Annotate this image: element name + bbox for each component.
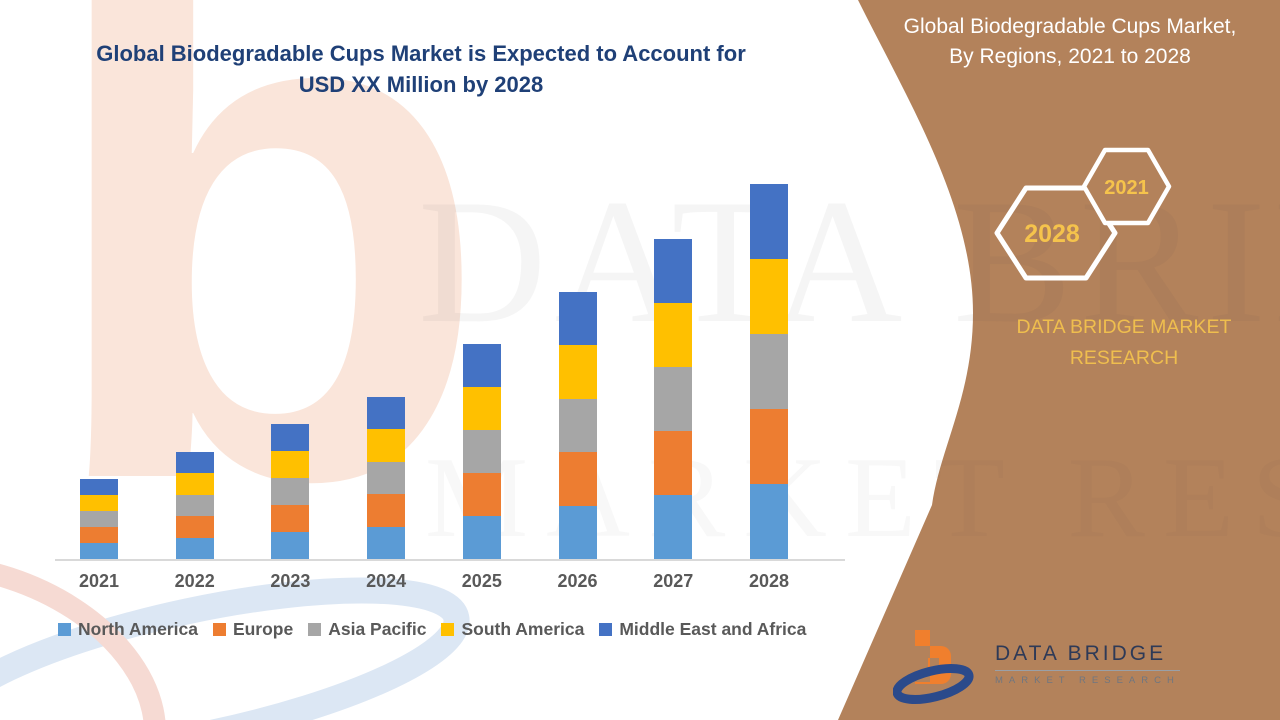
x-axis-label-2023: 2023 [270, 571, 311, 591]
legend-item-europe: Europe [212, 619, 294, 640]
chart-title-line1: Global Biodegradable Cups Market is Expe… [96, 41, 746, 66]
bar-segment-2022-middle-east-and-africa [175, 451, 214, 473]
data-bridge-logo-icon [893, 630, 974, 704]
hexagon-2028 [994, 185, 1118, 281]
bar-segment-2027-middle-east-and-africa [654, 239, 693, 303]
bar-segment-2026-north-america [558, 505, 597, 559]
bar-segment-2028-south-america [749, 259, 788, 334]
hexagon-2028-label: 2028 [1024, 220, 1080, 248]
bar-segment-2021-europe [80, 527, 118, 543]
x-axis-label-2027: 2027 [653, 571, 694, 591]
bar-segment-2028-asia-pacific [749, 334, 788, 409]
x-axis-label-2024: 2024 [366, 571, 407, 591]
chart-title-line2: USD XX Million by 2028 [298, 72, 544, 97]
bar-segment-2027-europe [654, 431, 693, 495]
x-axis-label-2021: 2021 [78, 571, 120, 591]
legend-swatch-icon [212, 623, 226, 636]
bar-segment-2026-europe [558, 452, 597, 506]
plot-area [55, 179, 845, 561]
legend-item-north-america: North America [58, 619, 198, 640]
bar-segment-2024-south-america [367, 429, 406, 462]
bar-segment-2024-europe [367, 494, 406, 527]
footer-logo-text: DATA BRIDGE MARKET RESEARCH [995, 630, 1180, 686]
bar-segment-2026-asia-pacific [558, 398, 597, 452]
footer-divider [995, 670, 1180, 671]
bar-segment-2025-south-america [462, 387, 501, 430]
bar-segment-2023-asia-pacific [271, 478, 310, 505]
footer-logo: DATA BRIDGE MARKET RESEARCH [893, 630, 1180, 704]
bar-segment-2022-south-america [175, 473, 214, 495]
brand-caption: DATA BRIDGE MARKET RESEARCH [1016, 316, 1232, 369]
bar-segment-2023-middle-east-and-africa [271, 424, 310, 451]
legend-swatch-icon [58, 623, 71, 636]
stacked-bar-2025 [462, 344, 501, 559]
stacked-bar-2022 [175, 451, 214, 559]
bar-segment-2023-europe [271, 505, 310, 532]
bar-segment-2024-asia-pacific [367, 461, 406, 494]
stacked-bar-2027 [654, 239, 693, 559]
bar-segment-2024-north-america [367, 526, 406, 559]
bar-segment-2022-north-america [175, 537, 214, 559]
side-panel-heading-line1: Global Biodegradable Cups Market, [903, 15, 1237, 38]
legend-label: Middle East and Africa [619, 619, 807, 639]
chart-title: Global Biodegradable Cups Market is Expe… [41, 38, 801, 100]
x-axis-label-2026: 2026 [557, 571, 598, 591]
hexagon-2021-label: 2021 [1104, 177, 1149, 199]
bar-segment-2025-north-america [462, 516, 501, 559]
bar-segment-2028-europe [749, 409, 788, 484]
stacked-bar-2024 [367, 396, 406, 559]
bar-segment-2026-middle-east-and-africa [558, 291, 597, 345]
bar-segment-2023-north-america [271, 532, 310, 559]
bar-segment-2027-north-america [654, 495, 693, 559]
legend-label: North America [78, 619, 198, 639]
bar-segment-2028-middle-east-and-africa [749, 184, 788, 259]
x-axis-label-2022: 2022 [174, 571, 215, 591]
legend-label: Asia Pacific [328, 619, 427, 639]
legend-label: Europe [232, 619, 294, 639]
stacked-bar-2023 [271, 424, 310, 559]
footer-brand-sub: MARKET RESEARCH [995, 675, 1180, 686]
bar-segment-2024-middle-east-and-africa [367, 396, 406, 429]
bar-segment-2022-asia-pacific [175, 494, 214, 516]
bar-segment-2021-asia-pacific [80, 511, 118, 527]
year-hexagons: 2028 2021 [994, 147, 1172, 281]
x-axis-label-2028: 2028 [748, 571, 789, 591]
bar-segment-2026-south-america [558, 345, 597, 399]
chart-legend: North America Europe Asia Pacific South Ame… [58, 619, 806, 640]
legend-swatch-icon [599, 623, 613, 636]
legend-item-south-america: South America [441, 619, 584, 640]
x-axis-label-2025: 2025 [461, 571, 502, 591]
legend-label: South America [461, 619, 585, 639]
stacked-bar-2028 [749, 184, 788, 559]
hexagon-2021 [1081, 147, 1172, 226]
bar-segment-2025-europe [462, 473, 501, 516]
legend-swatch-icon [308, 623, 322, 636]
bar-segment-2021-south-america [80, 495, 118, 511]
bar-segment-2027-south-america [654, 303, 693, 367]
bar-segment-2021-north-america [80, 543, 118, 559]
bar-segment-2022-europe [175, 516, 214, 538]
stacked-bar-2026 [558, 291, 597, 559]
footer-brand-name: DATA BRIDGE [995, 642, 1167, 665]
legend-item-asia-pacific: Asia Pacific [308, 619, 426, 640]
bar-segment-2025-asia-pacific [462, 430, 501, 473]
bar-segment-2023-south-america [271, 451, 310, 478]
bar-segment-2021-middle-east-and-africa [80, 479, 118, 495]
bar-segment-2025-middle-east-and-africa [462, 344, 501, 387]
bar-segment-2027-asia-pacific [654, 367, 693, 431]
stacked-bar-2021 [80, 479, 118, 559]
bar-segment-2028-north-america [749, 484, 788, 559]
legend-item-middle-east-and-africa: Middle East and Africa [599, 619, 806, 640]
legend-swatch-icon [441, 623, 455, 636]
side-panel-heading: Global Biodegradable Cups Market, By Reg… [880, 12, 1260, 72]
side-panel-heading-line2: By Regions, 2021 to 2028 [949, 45, 1191, 68]
